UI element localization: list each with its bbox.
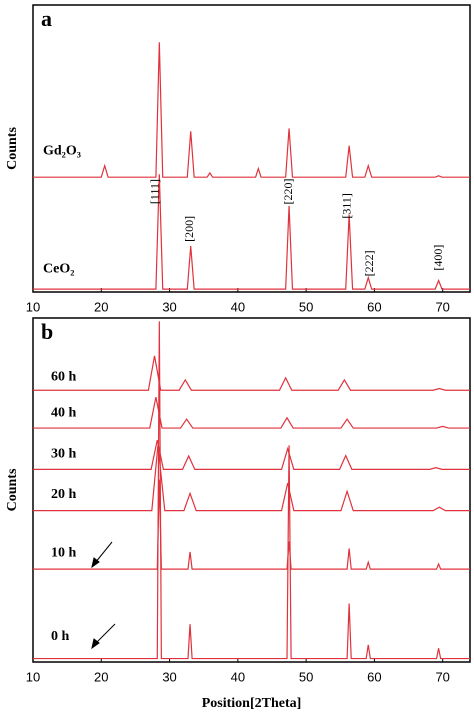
x-tick-label: 30	[162, 299, 176, 314]
peak-annotation: [200]	[182, 216, 196, 242]
x-tick-label: 30	[162, 669, 176, 684]
series-label: 40 h	[51, 405, 77, 420]
x-tick-label: 70	[435, 669, 449, 684]
x-tick-label: 50	[299, 299, 313, 314]
arrows	[91, 541, 116, 650]
panel-label: b	[41, 319, 53, 344]
arrow-head	[91, 638, 100, 650]
peak-annotation: [220]	[281, 179, 295, 205]
peak-annotation: [222]	[362, 250, 376, 276]
series-label: CeO₂	[43, 261, 74, 276]
arrow-head	[91, 557, 100, 569]
y-axis-label: Counts	[5, 127, 20, 170]
x-tick-label: 40	[231, 669, 245, 684]
x-axis-label: Position[2Theta]	[202, 696, 302, 711]
plot-frame	[32, 4, 471, 293]
x-tick-label: 10	[26, 669, 40, 684]
x-tick-label: 20	[94, 299, 108, 314]
x-tick-label: 40	[231, 299, 245, 314]
pattern-line	[33, 397, 470, 429]
pattern-line	[33, 174, 470, 290]
x-tick-label: 20	[94, 669, 108, 684]
series-label: 10 h	[51, 545, 77, 560]
pattern-line	[33, 445, 470, 512]
peak-annotation: [400]	[431, 245, 445, 271]
series-label: Gd₂O₃	[43, 143, 81, 158]
pattern-line	[33, 42, 470, 178]
y-axis-label: Counts	[5, 468, 20, 511]
arrow	[94, 541, 113, 564]
pattern-line	[33, 321, 470, 660]
series-label: 60 h	[51, 369, 77, 384]
panel-label: a	[41, 6, 52, 31]
peak-annotation: [111]	[148, 179, 162, 204]
pattern-line	[33, 479, 470, 570]
series-label: 30 h	[51, 447, 77, 462]
x-tick-label: 60	[367, 299, 381, 314]
peak-annotation: [311]	[340, 193, 354, 219]
series-label: 0 h	[51, 629, 70, 644]
series-label: 20 h	[51, 487, 77, 502]
x-tick-label: 70	[435, 299, 449, 314]
x-tick-label: 60	[367, 669, 381, 684]
plot-frame	[32, 317, 471, 663]
pattern-line	[33, 355, 470, 391]
arrow	[94, 623, 116, 645]
pattern-line	[33, 439, 470, 470]
x-tick-label: 50	[299, 669, 313, 684]
x-tick-label: 10	[26, 299, 40, 314]
